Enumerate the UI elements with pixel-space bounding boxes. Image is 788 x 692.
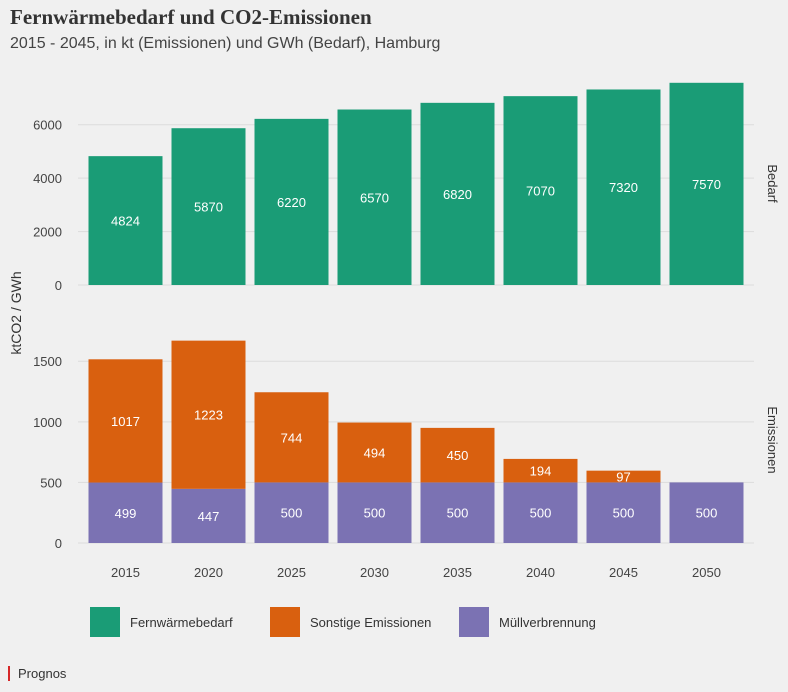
- data-label-sonstige-emissionen-2025: 744: [281, 430, 303, 445]
- data-label-fernwaermebedarf-2015: 4824: [111, 214, 140, 229]
- y-tick-label-emissionen-1000: 1000: [33, 415, 62, 430]
- chart-legend: Fernwärmebedarf Sonstige Emissionen Müll…: [90, 607, 619, 637]
- bar-muellverbrennung-2045: [586, 482, 661, 543]
- bar-fernwaermebedarf-2025: [254, 118, 329, 285]
- bar-muellverbrennung-2040: [503, 482, 578, 543]
- x-tick-label-2030: 2030: [360, 565, 389, 580]
- data-label-fernwaermebedarf-2035: 6820: [443, 187, 472, 202]
- data-label-muellverbrennung-2025: 500: [281, 506, 303, 521]
- bar-fernwaermebedarf-2050: [669, 82, 744, 285]
- chart-area: 0 2000 4000 6000 4824 5870 6220 6570 6820 7070 732…: [8, 82, 780, 580]
- y-tick-label-bedarf-6000: 6000: [33, 118, 62, 133]
- y-tick-label-emissionen-500: 500: [40, 475, 62, 490]
- y-tick-label-bedarf-4000: 4000: [33, 171, 62, 186]
- x-tick-label-2040: 2040: [526, 565, 555, 580]
- bar-fernwaermebedarf-2015: [88, 156, 163, 285]
- data-label-sonstige-emissionen-2040: 194: [530, 464, 552, 479]
- bar-sonstige-emissionen-2025: [254, 392, 329, 483]
- x-tick-label-2025: 2025: [277, 565, 306, 580]
- bar-muellverbrennung-2020: [171, 488, 246, 543]
- x-tick-label-2050: 2050: [692, 565, 721, 580]
- y-tick-label-emissionen-0: 0: [55, 536, 62, 551]
- data-label-sonstige-emissionen-2035: 450: [447, 448, 469, 463]
- bar-sonstige-emissionen-2015: [88, 359, 163, 483]
- bar-muellverbrennung-2025: [254, 482, 329, 543]
- x-tick-label-2015: 2015: [111, 565, 140, 580]
- data-label-sonstige-emissionen-2020: 1223: [194, 408, 223, 423]
- legend-item-sonstige-emissionen: Sonstige Emissionen: [270, 607, 459, 637]
- legend-label-sonstige-emissionen: Sonstige Emissionen: [310, 614, 432, 630]
- data-label-fernwaermebedarf-2030: 6570: [360, 190, 389, 205]
- y-axis-label: ktCO2 / GWh: [8, 271, 24, 354]
- legend-swatch-sonstige-emissionen: [270, 607, 300, 637]
- x-tick-label-2035: 2035: [443, 565, 472, 580]
- bar-fernwaermebedarf-2035: [420, 102, 495, 285]
- data-label-muellverbrennung-2015: 499: [115, 506, 137, 521]
- bar-fernwaermebedarf-2020: [171, 128, 246, 285]
- data-label-muellverbrennung-2040: 500: [530, 506, 552, 521]
- data-label-muellverbrennung-2045: 500: [613, 506, 635, 521]
- chart-subtitle: 2015 - 2045, in kt (Emissionen) und GWh …: [10, 35, 441, 52]
- data-label-muellverbrennung-2035: 500: [447, 506, 469, 521]
- y-tick-label-bedarf-0: 0: [55, 278, 62, 293]
- bar-sonstige-emissionen-2030: [337, 422, 412, 483]
- bar-fernwaermebedarf-2030: [337, 109, 412, 285]
- y-tick-label-emissionen-1500: 1500: [33, 354, 62, 369]
- source-label: Prognos: [8, 666, 66, 681]
- bar-muellverbrennung-2035: [420, 482, 495, 543]
- data-label-sonstige-emissionen-2015: 1017: [111, 414, 140, 429]
- data-label-fernwaermebedarf-2040: 7070: [526, 184, 555, 199]
- legend-swatch-muellverbrennung: [459, 607, 489, 637]
- bar-sonstige-emissionen-2035: [420, 427, 495, 483]
- x-tick-label-2045: 2045: [609, 565, 638, 580]
- bar-muellverbrennung-2015: [88, 482, 163, 543]
- data-label-sonstige-emissionen-2045: 97: [616, 470, 630, 485]
- data-label-muellverbrennung-2050: 500: [696, 506, 718, 521]
- bar-muellverbrennung-2050: [669, 482, 744, 543]
- data-label-fernwaermebedarf-2050: 7570: [692, 177, 721, 192]
- facet-label-bedarf: Bedarf: [765, 164, 780, 203]
- data-label-muellverbrennung-2030: 500: [364, 506, 386, 521]
- y-tick-label-bedarf-2000: 2000: [33, 225, 62, 240]
- legend-label-muellverbrennung: Müllverbrennung: [499, 614, 596, 630]
- chart-title: Fernwärmebedarf und CO2-Emissionen: [10, 5, 372, 29]
- legend-item-fernwaermebedarf: Fernwärmebedarf: [90, 607, 270, 637]
- data-label-fernwaermebedarf-2025: 6220: [277, 195, 306, 210]
- bar-fernwaermebedarf-2040: [503, 96, 578, 285]
- x-tick-label-2020: 2020: [194, 565, 223, 580]
- bar-sonstige-emissionen-2040: [503, 458, 578, 483]
- legend-label-fernwaermebedarf: Fernwärmebedarf: [130, 614, 233, 630]
- data-label-muellverbrennung-2020: 447: [198, 509, 220, 524]
- data-label-fernwaermebedarf-2045: 7320: [609, 180, 638, 195]
- bar-sonstige-emissionen-2020: [171, 340, 246, 489]
- bar-fernwaermebedarf-2045: [586, 89, 661, 286]
- legend-item-muellverbrennung: Müllverbrennung: [459, 607, 619, 637]
- facet-label-emissionen: Emissionen: [765, 406, 780, 473]
- data-label-fernwaermebedarf-2020: 5870: [194, 200, 223, 215]
- legend-swatch-fernwaermebedarf: [90, 607, 120, 637]
- data-label-sonstige-emissionen-2030: 494: [364, 445, 386, 460]
- bar-muellverbrennung-2030: [337, 482, 412, 543]
- bar-sonstige-emissionen-2045: [586, 470, 661, 483]
